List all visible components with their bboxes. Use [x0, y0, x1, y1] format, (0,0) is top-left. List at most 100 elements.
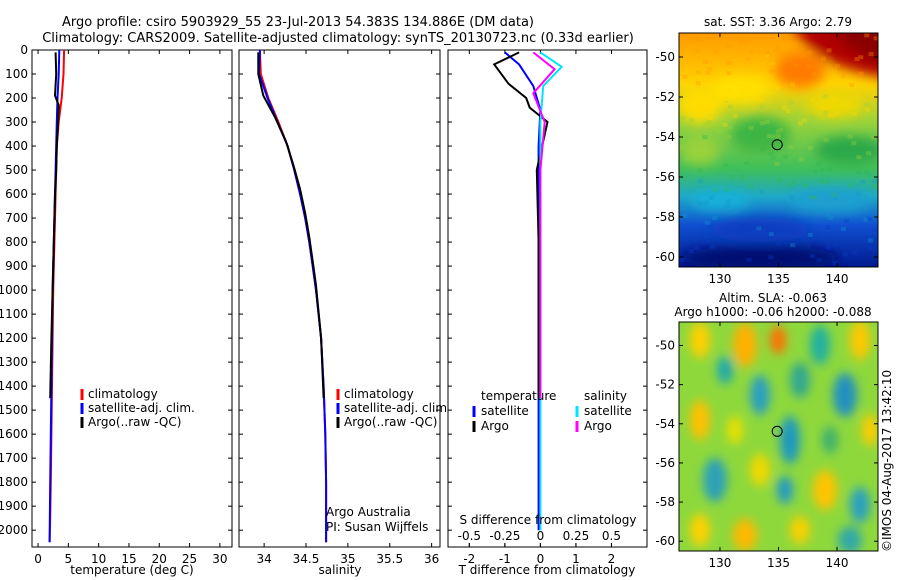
- lon-tick-label: 130: [709, 556, 732, 570]
- x-tick-label: 0: [537, 552, 545, 566]
- temperature-depth-ticks: 0 100 200 300 400 500 600 700 800 900 1000 1100 1200…: [0, 43, 232, 537]
- depth-tick-label: 500: [5, 163, 28, 177]
- x-tick-label: 25: [182, 552, 197, 566]
- depth-tick-label: 1200: [0, 331, 28, 345]
- lat-tick-label: -50: [655, 338, 675, 352]
- depth-tick-label: 900: [5, 259, 28, 273]
- x-tick-label: 0: [34, 552, 42, 566]
- x-tick-label: -1: [499, 552, 511, 566]
- difference-x2label: S difference from climatology: [460, 513, 637, 527]
- lat-tick-label: -56: [655, 170, 675, 184]
- legend-label: climatology: [88, 387, 158, 401]
- s-diff-tick-label: 0.5: [602, 529, 621, 543]
- sst-map-title: sat. SST: 3.36 Argo: 2.79: [704, 15, 852, 29]
- temperature-axes-frame: [31, 49, 233, 548]
- series-salinity-argo: [532, 51, 557, 399]
- x-tick-label: 30: [212, 552, 227, 566]
- sla-lon-ticks: 130 135 140: [709, 322, 848, 570]
- lat-tick-label: -52: [655, 378, 675, 392]
- legend-label: Argo(..raw -QC): [88, 415, 181, 429]
- lat-tick-label: -54: [655, 417, 675, 431]
- depth-tick-label: 1100: [0, 307, 28, 321]
- depth-tick-label: 2000: [0, 523, 28, 537]
- s-diff-tick-label: 0: [537, 529, 545, 543]
- temperature-panel: 0100200300400500600700800900100011001200…: [0, 43, 233, 577]
- legend-label: Argo: [584, 419, 612, 433]
- lat-tick-label: -60: [655, 534, 675, 548]
- legend-label: satellite: [481, 404, 529, 418]
- difference-xlabel: T difference from climatology: [458, 563, 636, 577]
- x-tick-label: 10: [91, 552, 106, 566]
- s-diff-tick-label: -0.5: [458, 529, 481, 543]
- salinity-depth-ticks: [239, 49, 440, 531]
- x-tick-label: 20: [152, 552, 167, 566]
- sst-map-panel: sat. SST: 3.36 Argo: 2.79 -50-52-54-: [655, 15, 879, 286]
- lat-tick-label: -54: [655, 130, 675, 144]
- lat-tick-label: -56: [655, 456, 675, 470]
- lat-tick-label: -58: [655, 210, 675, 224]
- depth-tick-label: 800: [5, 235, 28, 249]
- s-diff-tick-label: 0.25: [563, 529, 590, 543]
- x-tick-label: 36: [424, 552, 439, 566]
- difference-s-ticks: -0.5 -0.25 0 0.25 0.5: [458, 529, 621, 547]
- sst-argo-location-marker: [771, 139, 783, 151]
- depth-tick-label: 1000: [0, 283, 28, 297]
- x-tick-label: 5: [65, 552, 73, 566]
- lon-tick-label: 140: [826, 272, 849, 286]
- salinity-series: [257, 49, 328, 543]
- difference-panel: -2 -1 0 1 2 -0.5 -0.25 0 0.25 0.5 temperature sal…: [447, 49, 648, 577]
- depth-tick-label: 300: [5, 115, 28, 129]
- series-temperature-argo: [492, 51, 549, 399]
- lon-tick-label: 130: [709, 272, 732, 286]
- difference-legend: temperature salinitysatelliteArgosatellit…: [472, 389, 632, 433]
- depth-tick-label: 1900: [0, 499, 28, 513]
- legend-label: satellite: [584, 404, 632, 418]
- sla-map-title: Altim. SLA: -0.063: [719, 291, 827, 305]
- sla-lat-ticks: -50 -52 -54 -56 -58 -60: [655, 338, 878, 548]
- legend-label: climatology: [344, 387, 414, 401]
- sst-map-image: [679, 33, 878, 267]
- depth-tick-label: 1700: [0, 451, 28, 465]
- depth-tick-label: 400: [5, 139, 28, 153]
- difference-axes-frame: [447, 49, 648, 548]
- difference-series: [492, 51, 564, 531]
- depth-tick-label: 700: [5, 211, 28, 225]
- series-argo-raw-qc-: [257, 52, 325, 399]
- lat-tick-label: -60: [655, 250, 675, 264]
- series-argo-raw-qc-: [49, 52, 60, 399]
- salinity-axes-frame: [238, 49, 441, 548]
- depth-tick-label: 1400: [0, 379, 28, 393]
- sla-argo-location-marker: [771, 425, 783, 437]
- depth-tick-label: 1300: [0, 355, 28, 369]
- legend-label: satellite-adj. clim.: [88, 401, 195, 415]
- sla-map-panel: Altim. SLA: -0.063 Argo h1000: -0.06 h20…: [655, 291, 879, 570]
- depth-tick-label: 600: [5, 187, 28, 201]
- imos-timestamp: ©IMOS 04-Aug-2017 13:42:10: [880, 370, 894, 552]
- x-tick-label: -2: [463, 552, 475, 566]
- legend-title-salinity: salinity: [584, 389, 627, 403]
- annotation-pi: PI: Susan Wijffels: [326, 520, 428, 534]
- legend-label: Argo(..raw -QC): [344, 415, 437, 429]
- figure-title-line1: Argo profile: csiro 5903929_55 23-Jul-20…: [62, 15, 534, 30]
- lat-tick-label: -50: [655, 50, 675, 64]
- legend-label: Argo: [481, 419, 509, 433]
- depth-tick-label: 100: [5, 67, 28, 81]
- temperature-xlabel: temperature (deg C): [70, 563, 193, 577]
- x-tick-label: 35: [340, 552, 355, 566]
- s-diff-tick-label: -0.25: [489, 529, 520, 543]
- lat-tick-label: -58: [655, 495, 675, 509]
- depth-tick-label: 0: [20, 43, 28, 57]
- depth-tick-label: 1500: [0, 403, 28, 417]
- depth-tick-label: 1600: [0, 427, 28, 441]
- sst-lat-ticks: -50 -52 -54 -56 -58 -60: [655, 50, 878, 264]
- sst-lon-ticks: 130 135 140: [709, 33, 849, 286]
- x-tick-label: 34: [256, 552, 271, 566]
- legend-label: satellite-adj. clim.: [344, 401, 451, 415]
- sla-map-image: [679, 322, 878, 551]
- x-tick-label: 1: [572, 552, 580, 566]
- lat-tick-label: -52: [655, 90, 675, 104]
- temperature-x-ticks: 0 5 10 15 20 25 30: [34, 50, 228, 566]
- salinity-panel: 34 34.5 35 35.5 36 climatologysatellite-adj.…: [238, 49, 451, 577]
- sla-map-subtitle: Argo h1000: -0.06 h2000: -0.088: [674, 305, 871, 319]
